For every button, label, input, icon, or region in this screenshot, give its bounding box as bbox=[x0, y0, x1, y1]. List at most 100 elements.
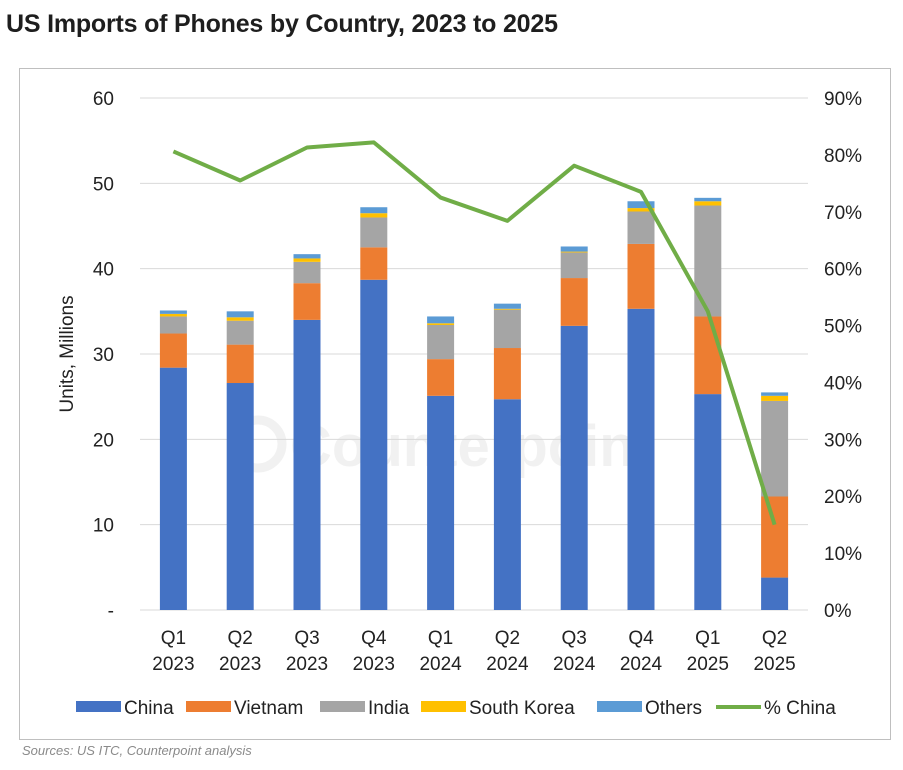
bar-china bbox=[293, 319, 321, 610]
bar-india bbox=[560, 252, 588, 279]
legend-label-china: % China bbox=[764, 698, 836, 719]
legend-label-others: Others bbox=[645, 698, 702, 719]
bar-others bbox=[493, 303, 521, 309]
bar-vietnam bbox=[293, 283, 321, 320]
watermark-text: Counterpoint bbox=[290, 414, 654, 479]
legend-swatch-others bbox=[597, 701, 642, 712]
bar-india bbox=[360, 217, 388, 248]
x-tick-label-year: 2025 bbox=[753, 654, 795, 675]
x-tick-label-year: 2024 bbox=[419, 654, 462, 675]
bar-china bbox=[627, 308, 655, 610]
x-tick-label-quarter: Q1 bbox=[695, 628, 720, 649]
legend-label-india: India bbox=[368, 698, 410, 719]
x-tick-label-quarter: Q2 bbox=[762, 628, 787, 649]
source-note: Sources: US ITC, Counterpoint analysis bbox=[22, 743, 252, 758]
bar-south-korea bbox=[627, 208, 655, 212]
bar-others bbox=[159, 310, 187, 314]
y-tick-label: 60 bbox=[93, 89, 114, 110]
y-axis-label: Units, Millions bbox=[57, 295, 78, 412]
y-tick-label: - bbox=[108, 601, 114, 622]
bar-vietnam bbox=[493, 348, 521, 400]
y-tick-label: 30 bbox=[93, 345, 114, 366]
x-tick-label-year: 2023 bbox=[219, 654, 261, 675]
bar-vietnam bbox=[627, 243, 655, 309]
line-percent-china bbox=[172, 140, 777, 526]
x-tick-label-year: 2023 bbox=[152, 654, 194, 675]
y2-tick-label: 40% bbox=[824, 373, 862, 394]
bar-others bbox=[427, 316, 455, 324]
x-tick-label-quarter: Q2 bbox=[228, 628, 253, 649]
bar-vietnam bbox=[694, 316, 722, 395]
bar-others bbox=[761, 392, 789, 396]
bar-south-korea bbox=[694, 201, 722, 206]
y2-tick-label: 90% bbox=[824, 89, 862, 110]
x-tick-label-quarter: Q4 bbox=[628, 628, 654, 649]
x-tick-label-year: 2023 bbox=[353, 654, 395, 675]
y-tick-label: 10 bbox=[93, 516, 114, 537]
y2-tick-label: 20% bbox=[824, 487, 862, 508]
y2-tick-label: 10% bbox=[824, 544, 862, 565]
chart-title: US Imports of Phones by Country, 2023 to… bbox=[6, 10, 558, 38]
x-tick-label-quarter: Q3 bbox=[294, 628, 319, 649]
bar-vietnam bbox=[226, 344, 254, 384]
bar-china bbox=[427, 395, 455, 610]
y-tick-label: 20 bbox=[93, 430, 114, 451]
bar-india bbox=[694, 205, 722, 317]
bar-india bbox=[159, 316, 187, 334]
bar-vietnam bbox=[159, 333, 187, 368]
bar-india bbox=[493, 309, 521, 349]
legend-swatch-south-korea bbox=[421, 701, 466, 712]
x-tick-label-quarter: Q3 bbox=[562, 628, 587, 649]
bar-south-korea bbox=[293, 258, 321, 262]
bar-south-korea bbox=[493, 308, 521, 310]
y-tick-label: 50 bbox=[93, 174, 114, 195]
legend-swatch-india bbox=[320, 701, 365, 712]
bar-south-korea bbox=[560, 251, 588, 253]
x-tick-label-year: 2024 bbox=[620, 654, 663, 675]
bar-china bbox=[226, 383, 254, 610]
bar-china bbox=[694, 394, 722, 610]
bar-others bbox=[293, 254, 321, 259]
bar-india bbox=[627, 211, 655, 244]
bar-china bbox=[159, 367, 187, 610]
x-tick-label-quarter: Q1 bbox=[428, 628, 453, 649]
legend-swatch-china bbox=[76, 701, 121, 712]
bar-india bbox=[293, 261, 321, 284]
bar-china bbox=[560, 325, 588, 610]
x-tick-label-year: 2025 bbox=[687, 654, 729, 675]
y2-tick-label: 70% bbox=[824, 203, 862, 224]
bar-china bbox=[493, 399, 521, 610]
x-tick-label-year: 2024 bbox=[553, 654, 596, 675]
y2-tick-label: 30% bbox=[824, 430, 862, 451]
y2-tick-label: 0% bbox=[824, 601, 852, 622]
bar-china bbox=[761, 577, 789, 610]
legend-label-vietnam: Vietnam bbox=[234, 698, 303, 719]
x-tick-label-year: 2023 bbox=[286, 654, 328, 675]
bar-vietnam bbox=[427, 359, 455, 396]
bar-vietnam bbox=[560, 278, 588, 326]
y2-tick-label: 80% bbox=[824, 146, 862, 167]
bar-south-korea bbox=[427, 323, 455, 325]
bar-china bbox=[360, 279, 388, 610]
bar-others bbox=[694, 197, 722, 202]
bar-south-korea bbox=[226, 317, 254, 321]
bar-others bbox=[226, 311, 254, 318]
x-tick-label-quarter: Q1 bbox=[161, 628, 186, 649]
x-tick-label-quarter: Q4 bbox=[361, 628, 387, 649]
bar-india bbox=[226, 320, 254, 345]
bar-vietnam bbox=[761, 496, 789, 578]
x-tick-label-year: 2024 bbox=[486, 654, 529, 675]
y2-tick-label: 60% bbox=[824, 260, 862, 281]
bar-others bbox=[627, 201, 655, 209]
legend-swatch-vietnam bbox=[186, 701, 231, 712]
bar-south-korea bbox=[159, 313, 187, 317]
chart-frame bbox=[19, 68, 891, 740]
bar-south-korea bbox=[761, 395, 789, 401]
legend-label-china: China bbox=[124, 698, 174, 719]
bar-south-korea bbox=[360, 213, 388, 218]
bar-india bbox=[761, 400, 789, 497]
x-tick-label-quarter: Q2 bbox=[495, 628, 520, 649]
bar-india bbox=[427, 324, 455, 360]
bar-vietnam bbox=[360, 247, 388, 280]
